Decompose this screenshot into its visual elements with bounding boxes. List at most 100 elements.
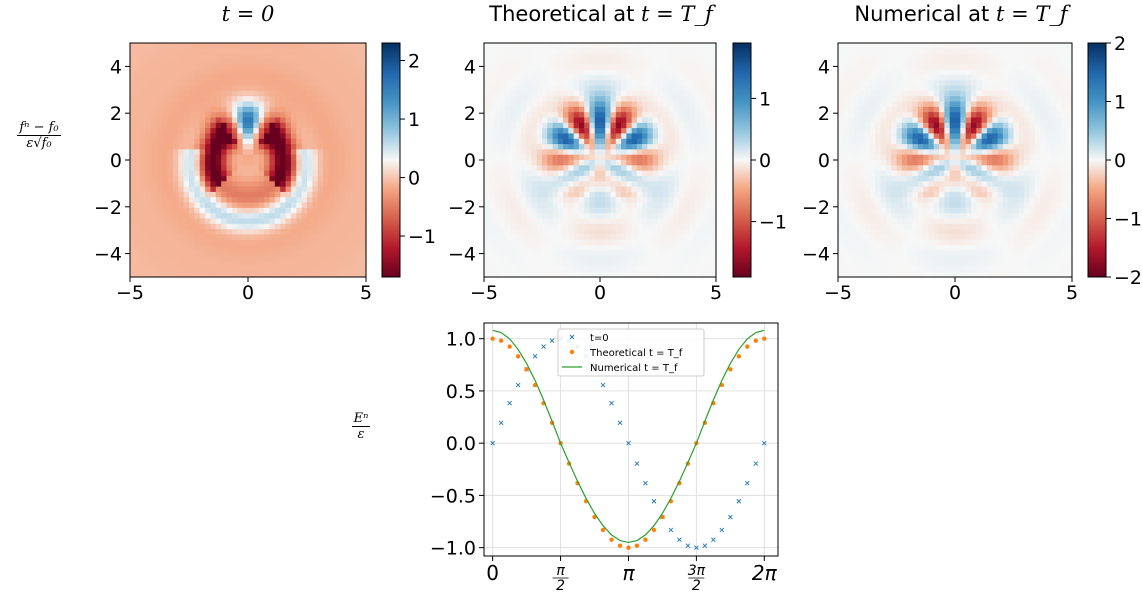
heatmap-cell xyxy=(323,202,330,209)
heatmap-cell xyxy=(183,149,190,156)
heatmap-cell xyxy=(296,186,303,193)
heatmap-cell xyxy=(194,186,201,193)
heatmap-cell xyxy=(526,122,533,129)
heatmap-cell xyxy=(253,144,260,150)
heatmap-cell xyxy=(215,250,222,257)
heatmap-cell xyxy=(333,96,340,103)
heatmap-cell xyxy=(891,175,898,182)
heatmap-cell xyxy=(689,191,696,198)
heatmap-cell xyxy=(135,186,142,193)
heatmap-cell xyxy=(135,128,142,135)
heatmap-cell xyxy=(848,165,855,172)
heatmap-cell xyxy=(510,144,517,150)
heatmap-cell xyxy=(248,191,254,198)
heatmap-cell xyxy=(156,165,163,172)
heatmap-cell xyxy=(547,149,554,156)
heatmap-cell xyxy=(146,207,153,214)
heatmap-cell xyxy=(226,160,233,166)
heatmap-cell xyxy=(499,43,506,49)
heatmap-cell xyxy=(258,48,265,55)
heatmap-cell xyxy=(917,175,924,182)
heatmap-cell xyxy=(631,48,638,55)
heatmap-cell xyxy=(258,64,265,71)
heatmap-cell xyxy=(290,191,297,198)
heatmap-cell xyxy=(658,213,664,220)
heatmap-cell xyxy=(323,48,330,55)
heatmap-cell xyxy=(253,234,260,241)
heatmap-cell xyxy=(621,43,627,49)
heatmap-cell xyxy=(843,69,850,76)
heatmap-cell xyxy=(360,133,367,140)
heatmap-cell xyxy=(684,186,691,193)
heatmap-cell xyxy=(242,223,249,230)
heatmap-cell xyxy=(339,106,346,113)
heatmap-cell xyxy=(949,181,956,188)
heatmap-cell xyxy=(552,160,559,166)
heatmap-cell xyxy=(135,133,142,140)
heatmap-cell xyxy=(237,138,244,145)
heatmap-cell xyxy=(151,239,158,246)
heatmap-cell xyxy=(584,165,591,172)
heatmap-cell xyxy=(339,144,346,150)
heatmap-cell xyxy=(838,69,844,76)
heatmap-cell xyxy=(652,48,659,55)
heatmap-cell xyxy=(542,234,548,241)
heatmap-cell xyxy=(269,80,276,87)
heatmap-cell xyxy=(923,106,930,113)
heatmap-cell xyxy=(848,80,855,87)
heatmap-cell xyxy=(231,128,238,135)
heatmap-cell xyxy=(167,160,174,166)
heatmap-cell xyxy=(274,223,281,230)
heatmap-cell xyxy=(285,80,292,87)
heatmap-cell xyxy=(269,266,276,273)
heatmap-cell xyxy=(274,207,281,214)
heatmap-cell xyxy=(880,58,887,65)
heatmap-cell xyxy=(594,74,601,81)
heatmap-cell xyxy=(215,122,222,129)
heatmap-cell xyxy=(167,80,174,87)
heatmap-cell xyxy=(615,218,622,225)
heatmap-cell xyxy=(578,74,585,81)
heatmap-cell xyxy=(355,223,362,230)
heatmap-cell xyxy=(526,85,533,92)
heatmap-cell xyxy=(151,85,158,92)
heatmap-cell xyxy=(605,229,612,236)
heatmap-cell xyxy=(194,154,201,161)
heatmap-cell xyxy=(642,266,649,273)
heatmap-cell xyxy=(290,85,297,92)
heatmap-cell xyxy=(499,170,506,177)
heatmap-cell xyxy=(280,223,287,230)
heatmap-cell xyxy=(542,239,548,246)
heatmap-cell xyxy=(285,64,292,71)
heatmap-cell xyxy=(344,53,351,60)
heatmap-cell xyxy=(349,43,356,49)
heatmap-cell xyxy=(172,133,179,140)
heatmap-cell xyxy=(274,271,281,278)
heatmap-cell xyxy=(869,53,876,60)
heatmap-cell xyxy=(853,207,860,214)
heatmap-cell xyxy=(547,239,554,246)
heatmap-cell xyxy=(162,160,169,166)
heatmap-cell xyxy=(848,74,855,81)
heatmap-cell xyxy=(505,223,511,230)
heatmap-cell xyxy=(907,128,914,135)
heatmap-cell xyxy=(280,271,287,278)
heatmap-cell xyxy=(552,64,559,71)
heatmap-cell xyxy=(700,160,707,166)
heatmap-cell xyxy=(689,261,696,267)
heatmap-cell xyxy=(563,138,569,145)
heatmap-cell xyxy=(505,69,511,76)
heatmap-cell xyxy=(679,112,685,119)
heatmap-cell xyxy=(199,154,206,161)
heatmap-cell xyxy=(578,165,585,172)
heatmap-cell xyxy=(156,271,163,278)
heatmap-cell xyxy=(880,245,887,252)
heatmap-cell xyxy=(955,112,961,119)
heatmap-cell xyxy=(205,154,212,161)
heatmap-cell xyxy=(563,106,569,113)
heatmap-cell xyxy=(484,69,490,76)
heatmap-cell xyxy=(360,117,367,124)
heatmap-cell xyxy=(626,207,633,214)
heatmap-cell xyxy=(317,149,324,156)
heatmap-cell xyxy=(880,165,887,172)
